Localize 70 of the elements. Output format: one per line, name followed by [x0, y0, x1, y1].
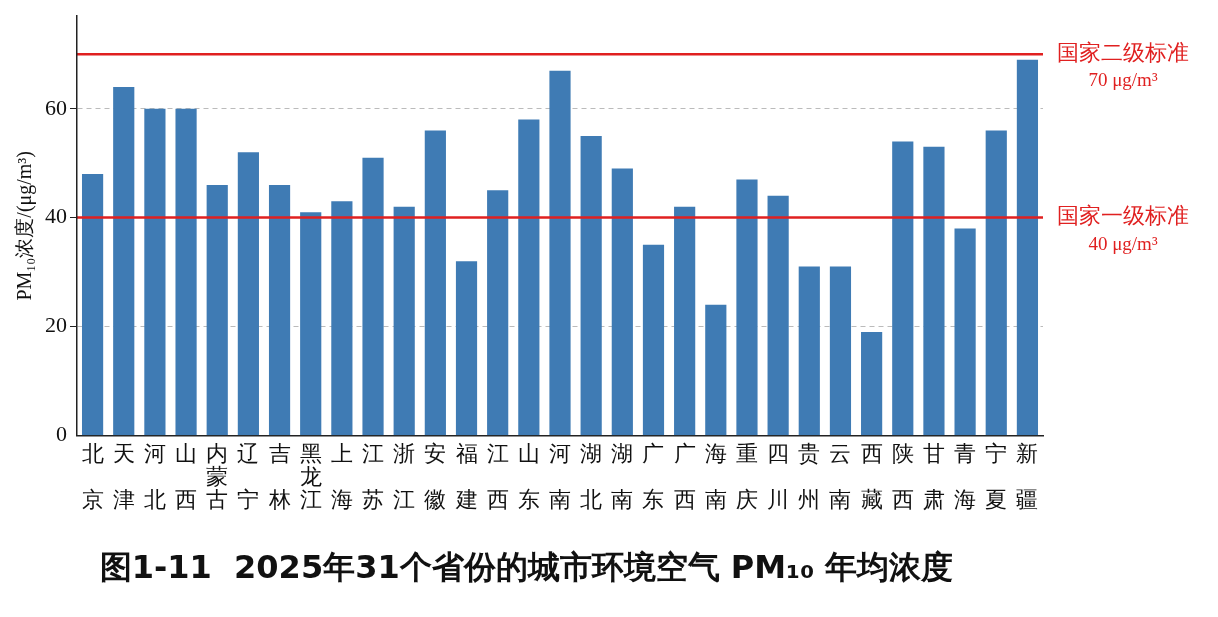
bar	[518, 119, 540, 436]
x-tick-label: 宁夏	[985, 440, 1008, 512]
bar	[985, 130, 1007, 436]
bar	[549, 70, 571, 436]
x-tick-label: 江苏	[362, 440, 385, 512]
x-tick-label: 吉林	[267, 440, 291, 512]
x-tick-label: 青海	[954, 440, 977, 512]
bar	[268, 184, 291, 436]
bar	[237, 152, 259, 436]
bar	[487, 190, 509, 436]
bar	[892, 141, 914, 436]
x-tick-label: 西藏	[860, 440, 883, 512]
bar	[175, 108, 197, 436]
bar	[767, 195, 789, 436]
x-tick-label: 山西	[175, 440, 198, 512]
bar	[611, 168, 633, 436]
bar	[736, 179, 758, 436]
bar	[861, 331, 883, 436]
ref-line-label: 国家二级标准 70 μg/m³	[1057, 40, 1189, 91]
bar	[300, 212, 322, 436]
bar	[206, 184, 228, 436]
y-tick-label: 0	[56, 421, 67, 447]
bar	[113, 86, 135, 436]
y-axis-title: PM₁₀浓度/(μg/m³)	[13, 150, 37, 301]
bar	[362, 157, 384, 436]
x-tick-label: 广西	[673, 440, 696, 512]
x-tick-label: 湖南	[611, 440, 634, 512]
bar	[580, 135, 602, 436]
bar	[1016, 59, 1039, 436]
x-tick-label: 福建	[454, 440, 478, 512]
bar	[642, 244, 665, 436]
bar	[705, 304, 727, 436]
x-tick-label: 贵州	[798, 440, 821, 512]
x-tick-label: 广东	[642, 440, 665, 512]
x-tick-label: 江西	[486, 440, 509, 512]
bar	[798, 266, 820, 436]
x-tick-label: 云南	[829, 440, 852, 512]
x-tick-label: 黑龙江	[299, 440, 322, 512]
x-tick-label: 河南	[549, 440, 571, 512]
bar	[674, 206, 696, 436]
ref-line-label: 国家一级标准 40 μg/m³	[1057, 203, 1189, 254]
x-tick-label: 湖北	[580, 440, 603, 512]
bar	[144, 108, 166, 436]
x-tick-label: 上海	[330, 440, 353, 512]
bar	[954, 228, 976, 436]
x-tick-label: 内蒙古	[206, 440, 229, 512]
y-tick-label: 40	[45, 203, 67, 229]
x-tick-label: 重庆	[735, 440, 758, 512]
x-tick-label: 甘肃	[922, 440, 945, 512]
y-tick-label: 60	[45, 94, 67, 120]
text: 图1-11 2025年31个省份的城市环境空气 PM₁₀ 年均浓度	[99, 548, 954, 587]
bar	[393, 206, 415, 436]
x-tick-label: 河北	[143, 440, 166, 512]
x-tick-label: 辽宁	[237, 440, 260, 512]
bar	[923, 146, 945, 436]
y-tick-label: 20	[45, 312, 67, 338]
bar	[331, 201, 353, 436]
x-tick-label: 天津	[112, 440, 135, 512]
x-tick-label: 四川	[767, 440, 790, 512]
x-tick-label: 新疆	[1016, 440, 1039, 512]
x-tick-label: 山东	[517, 440, 540, 512]
x-tick-label: 浙江	[393, 440, 416, 512]
bar	[81, 174, 104, 436]
x-tick-label: 陕西	[891, 440, 914, 512]
bar	[424, 130, 446, 436]
bar	[829, 266, 852, 436]
bar	[455, 261, 478, 436]
x-tick-label: 海南	[704, 440, 727, 512]
x-tick-label: 北京	[81, 440, 104, 512]
x-tick-label: 安徽	[424, 440, 447, 512]
